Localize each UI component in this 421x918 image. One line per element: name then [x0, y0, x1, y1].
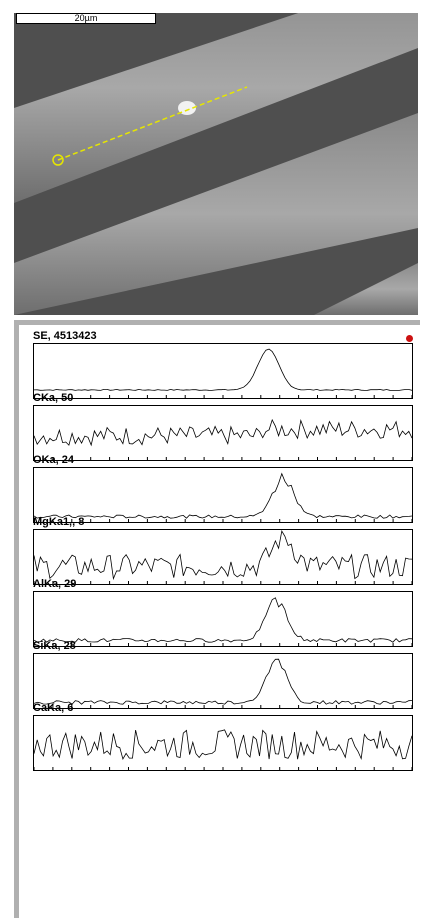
trace-label: SiKa, 28: [33, 640, 76, 652]
sem-micrograph: 20µm: [14, 13, 418, 315]
trace-plot: [33, 467, 413, 523]
series-line-0: [34, 348, 412, 391]
series-line-4: [34, 597, 412, 643]
trace-label: OKa, 24: [33, 454, 74, 466]
series-line-5: [34, 658, 412, 705]
trace-label: CaKa, 6: [33, 702, 74, 714]
series-line-2: [34, 472, 412, 519]
trace-plot: [33, 343, 413, 399]
trace-label: AlKa, 29: [33, 578, 77, 590]
series-line-1: [34, 418, 412, 447]
trace-plot: [33, 529, 413, 585]
trace-label: SE, 4513423: [33, 330, 97, 342]
fiber-3: [314, 263, 418, 315]
line-scan-start-marker: [52, 154, 64, 166]
bright-particle: [178, 101, 196, 115]
line-scan: [57, 86, 248, 161]
fiber-2: [14, 113, 418, 315]
series-line-6: [34, 729, 412, 761]
trace-label: MgKa1,, 8: [33, 516, 85, 528]
trace-plot: [33, 405, 413, 461]
series-line-3: [34, 530, 412, 581]
trace-plot: [33, 653, 413, 709]
status-indicator-dot: [406, 335, 413, 342]
trace-plot: [33, 715, 413, 771]
scale-bar: 20µm: [16, 13, 156, 24]
trace-label: CKa, 50: [33, 392, 74, 404]
sem-image-drawing: [14, 13, 418, 315]
fiber-1: [14, 13, 418, 203]
eds-linescan-panel: SE, 4513423 CKa, 50 OKa, 24 MgKa1,, 8 AlKa, …: [14, 320, 420, 918]
scale-bar-label: 20µm: [74, 13, 98, 23]
trace-plot: [33, 591, 413, 647]
